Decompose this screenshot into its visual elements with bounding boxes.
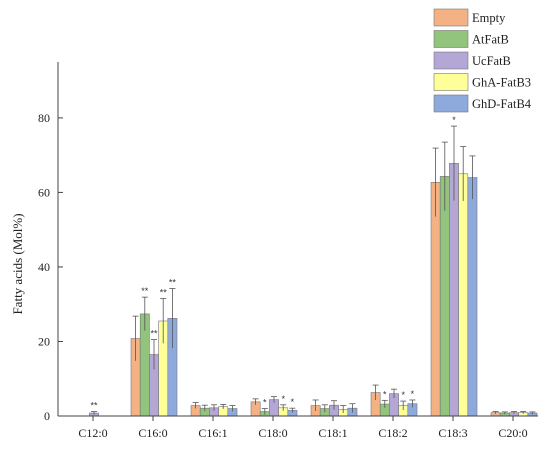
significance-mark: **: [160, 288, 168, 298]
bar: [449, 163, 459, 417]
x-tick-label: C16:1: [198, 426, 227, 440]
legend-label: AtFatB: [472, 33, 509, 47]
bars-group: *********** * ** * **: [89, 115, 538, 417]
axes-group: 0 20 40 60 80 C12:0 C16:0 C16:1 C18:0 C18:1 C18:2 C…: [38, 62, 538, 440]
x-tick-label: C18:2: [378, 426, 407, 440]
bar: [458, 173, 469, 417]
y-tick-label: 20: [38, 334, 50, 348]
significance-mark: *: [383, 389, 387, 399]
legend-swatch: [433, 8, 469, 27]
x-tick-label: C16:0: [138, 426, 167, 440]
y-tick-label: 0: [44, 409, 50, 423]
significance-mark: **: [141, 286, 149, 296]
legend: Empty AtFatB UcFatB GhA-FatB3 GhD-FatB4: [433, 8, 532, 113]
x-tick-label: C18:1: [318, 426, 347, 440]
bar: [430, 182, 441, 417]
significance-mark: *: [401, 390, 405, 400]
x-tick-label: C12:0: [78, 426, 107, 440]
significance-mark: *: [281, 394, 285, 404]
significance-mark: **: [150, 329, 158, 339]
legend-label: Empty: [472, 11, 506, 25]
y-tick-label: 60: [38, 185, 50, 199]
y-tick-label: 80: [38, 111, 50, 125]
significance-mark: *: [411, 389, 415, 399]
significance-mark: **: [169, 278, 177, 288]
legend-label: GhA-FatB3: [472, 76, 531, 90]
significance-mark: **: [90, 401, 98, 411]
x-tick-label: C20:0: [498, 426, 527, 440]
legend-swatch: [433, 73, 469, 91]
x-tick-label: C18:0: [258, 426, 287, 440]
legend-swatch: [433, 30, 469, 48]
bar: [439, 176, 450, 417]
y-tick-label: 40: [38, 260, 50, 274]
bar: [467, 177, 478, 417]
significance-mark: *: [291, 397, 295, 407]
legend-swatch: [433, 94, 469, 113]
significance-mark: *: [452, 115, 456, 125]
legend-label: GhD-FatB4: [472, 97, 532, 111]
y-axis-label: Fatty acids (Mol%): [10, 213, 25, 314]
legend-label: UcFatB: [472, 54, 511, 68]
x-tick-label: C18:3: [438, 426, 467, 440]
legend-swatch: [433, 51, 469, 70]
significance-mark: *: [263, 398, 267, 408]
